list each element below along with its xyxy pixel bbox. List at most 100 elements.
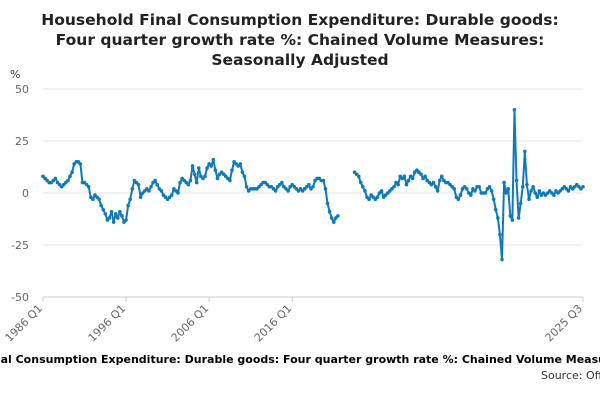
data-point[interactable] [213,168,218,172]
data-point[interactable] [435,189,440,193]
data-point[interactable] [392,184,396,189]
data-point[interactable] [493,207,498,212]
data-point[interactable] [452,187,457,191]
data-point[interactable] [464,187,469,191]
data-point[interactable] [496,216,500,220]
data-point[interactable] [101,207,106,212]
data-point[interactable] [520,184,525,189]
data-point[interactable] [406,178,411,183]
data-point[interactable] [155,182,160,187]
data-point[interactable] [70,170,74,174]
data-point[interactable] [242,174,247,179]
data-point[interactable] [525,182,529,187]
data-point[interactable] [120,214,124,218]
data-point[interactable] [516,216,521,220]
data-point[interactable] [502,180,506,185]
data-point[interactable] [356,174,361,179]
data-point[interactable] [153,178,157,183]
data-point[interactable] [375,195,380,199]
data-point[interactable] [273,189,278,193]
data-point[interactable] [566,189,571,193]
data-point[interactable] [149,184,153,189]
data-point[interactable] [483,191,488,195]
data-point[interactable] [537,189,542,193]
data-point[interactable] [86,184,91,189]
data-point[interactable] [190,164,195,168]
data-point[interactable] [361,184,365,189]
data-point[interactable] [529,189,533,193]
data-point[interactable] [113,212,118,216]
data-point[interactable] [404,182,409,187]
data-point[interactable] [230,168,234,172]
data-point[interactable] [433,184,438,189]
data-point[interactable] [527,197,531,202]
data-point[interactable] [581,184,585,189]
data-point[interactable] [97,197,101,202]
data-point[interactable] [211,157,216,162]
data-point[interactable] [203,174,207,179]
data-point[interactable] [178,180,182,185]
data-point[interactable] [491,197,496,202]
data-point[interactable] [336,214,340,218]
data-point[interactable] [194,180,199,185]
data-point[interactable] [130,187,135,191]
data-point[interactable] [535,195,540,199]
data-point[interactable] [68,174,72,179]
data-point[interactable] [109,209,114,214]
data-point[interactable] [323,187,328,191]
data-point[interactable] [205,166,209,170]
data-point[interactable] [325,201,330,206]
data-point[interactable] [512,108,517,112]
data-point[interactable] [91,197,95,202]
data-point[interactable] [188,178,193,183]
data-point[interactable] [228,178,232,183]
data-point[interactable] [176,191,180,195]
data-point[interactable] [215,176,220,181]
data-point[interactable] [159,189,164,193]
data-point[interactable] [358,180,363,185]
data-point[interactable] [487,184,492,189]
data-point[interactable] [531,184,535,189]
data-point[interactable] [396,182,400,187]
data-point[interactable] [533,191,538,195]
data-point[interactable] [402,174,407,179]
data-point[interactable] [431,180,436,185]
data-point[interactable] [126,203,130,208]
data-point[interactable] [552,193,556,197]
data-point[interactable] [419,172,423,177]
data-point[interactable] [115,216,120,220]
data-point[interactable] [238,162,243,166]
data-point[interactable] [240,170,245,174]
data-point[interactable] [504,191,508,195]
data-point[interactable] [307,182,311,187]
data-point[interactable] [169,193,174,197]
data-point[interactable] [78,162,83,166]
data-point[interactable] [410,176,415,181]
data-point[interactable] [498,232,502,237]
data-point[interactable] [329,216,334,220]
data-point[interactable] [477,184,481,189]
data-point[interactable] [244,184,249,189]
data-point[interactable] [456,197,461,202]
data-point[interactable] [111,220,116,224]
data-point[interactable] [327,209,332,214]
data-point[interactable] [286,189,290,193]
data-point[interactable] [506,187,511,191]
data-point[interactable] [458,193,463,197]
data-point[interactable] [331,220,336,224]
data-point[interactable] [518,201,523,206]
data-point[interactable] [99,203,103,208]
data-point[interactable] [379,189,384,193]
data-point[interactable] [363,189,367,193]
data-point[interactable] [469,193,473,197]
data-point[interactable] [523,149,527,154]
data-point[interactable] [128,197,133,202]
data-point[interactable] [321,178,326,183]
data-point[interactable] [510,218,515,222]
data-point[interactable] [66,178,70,183]
data-point[interactable] [118,209,122,214]
data-point[interactable] [439,174,444,179]
data-point[interactable] [367,197,371,202]
data-point[interactable] [147,189,151,193]
data-point[interactable] [107,216,112,220]
